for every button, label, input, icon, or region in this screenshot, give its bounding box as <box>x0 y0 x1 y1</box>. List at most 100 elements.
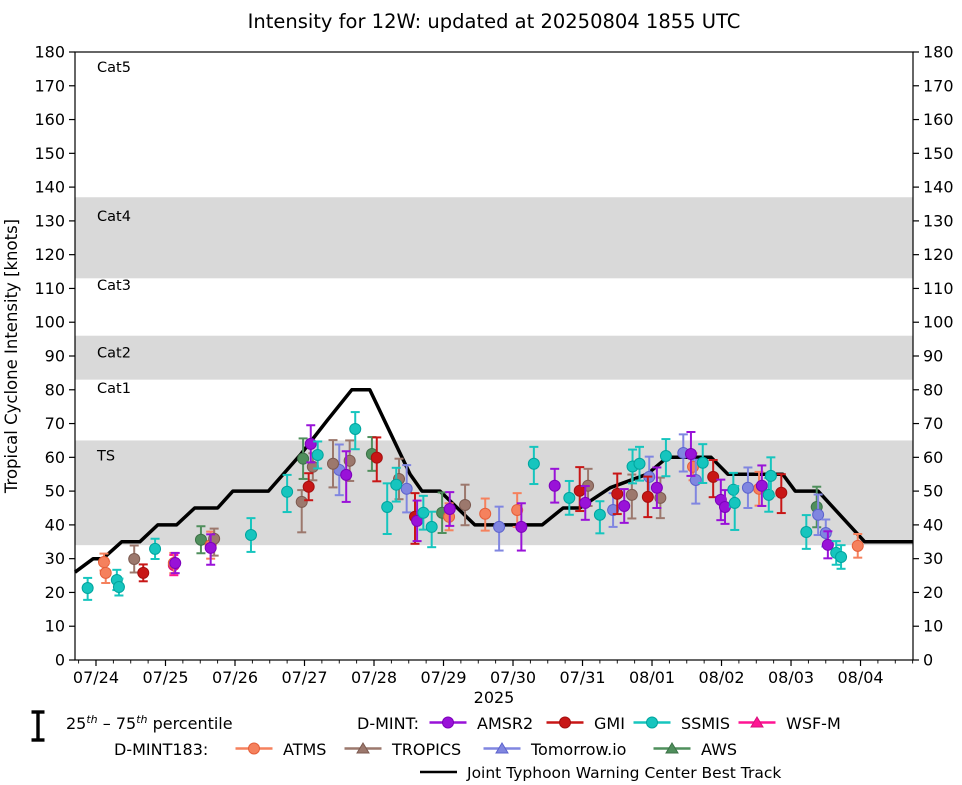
point-gmi <box>370 436 383 483</box>
y-tick-label: 150 <box>34 144 65 163</box>
point-atms <box>851 533 864 559</box>
point-amsr2 <box>714 478 727 522</box>
data-point-marker <box>696 456 709 469</box>
data-point-marker <box>812 508 825 521</box>
data-point-marker <box>775 486 788 499</box>
y-tick-label: 120 <box>34 245 65 264</box>
data-point-marker <box>311 448 324 461</box>
y-tick-label: 100 <box>923 313 954 332</box>
point-ssmis <box>311 440 324 470</box>
point-amsr2 <box>579 485 592 521</box>
point-amsr2 <box>443 491 456 527</box>
y-tick-label: 110 <box>923 279 954 298</box>
x-tick-label: 07/27 <box>281 668 327 687</box>
data-point-marker <box>443 503 456 516</box>
point-ssmis <box>390 466 403 503</box>
y-tick-label: 20 <box>923 583 943 602</box>
point-ssmis <box>527 445 540 486</box>
data-point-marker <box>169 557 182 570</box>
point-atms <box>479 497 492 532</box>
x-tick-label: 08/02 <box>698 668 744 687</box>
data-point-marker <box>684 447 697 460</box>
y-tick-label: 70 <box>45 414 65 433</box>
y-tick-label: 0 <box>55 651 65 670</box>
point-tomorrow-io <box>493 505 506 552</box>
point-ssmis <box>281 473 294 514</box>
point-gmi <box>611 472 624 516</box>
point-gmi <box>641 475 654 519</box>
legend-label-amsr2: AMSR2 <box>477 714 533 733</box>
data-point-marker <box>707 470 720 483</box>
point-amsr2 <box>684 431 697 477</box>
point-gmi <box>707 459 720 499</box>
point-tomorrow-io <box>812 493 825 537</box>
point-gmi <box>775 473 788 515</box>
point-ssmis <box>696 443 709 485</box>
point-ssmis <box>425 510 438 549</box>
legend-marker-atms-icon <box>248 742 260 755</box>
y-tick-label: 30 <box>45 549 65 568</box>
data-point-marker <box>302 480 315 493</box>
x-tick-label: 07/24 <box>73 668 119 687</box>
point-tropics <box>128 544 141 574</box>
y-tick-label: 60 <box>923 448 943 467</box>
legend-marker-aws-icon <box>665 742 679 754</box>
y-tick-label: 0 <box>923 651 933 670</box>
point-gmi <box>302 472 315 502</box>
best-track-line <box>73 388 913 574</box>
y-tick-label: 110 <box>34 279 65 298</box>
data-point-marker <box>194 533 207 546</box>
data-point-marker <box>641 490 654 503</box>
data-point-marker <box>762 488 775 501</box>
y-axis-label: Tropical Cyclone Intensity [knots] <box>2 219 21 494</box>
point-amsr2 <box>169 551 182 575</box>
y-tick-label: 150 <box>923 144 954 163</box>
point-ssmis <box>659 438 672 478</box>
data-point-marker <box>851 539 864 552</box>
data-point-marker <box>381 500 394 513</box>
x-tick-label: 07/28 <box>351 668 397 687</box>
data-point-marker <box>349 422 362 435</box>
y-tick-label: 170 <box>923 76 954 95</box>
data-point-marker <box>128 553 141 566</box>
data-point-marker <box>755 479 768 492</box>
data-point-marker <box>728 496 741 509</box>
axis-ticks: 0 0 10 10 20 20 30 30 40 40 50 50 60 60 70 70 80 80 90 90 10… <box>34 43 953 688</box>
point-atms <box>99 561 112 584</box>
point-ssmis <box>244 517 257 553</box>
category-bands: Cat5 Cat4 Cat3 Cat2 Cat1 TS <box>75 60 913 546</box>
x-tick-label: 07/29 <box>420 668 466 687</box>
point-tomorrow-io <box>400 464 413 514</box>
y-tick-label: 20 <box>45 583 65 602</box>
y-tick-label: 10 <box>923 617 943 636</box>
data-point-marker <box>81 582 94 595</box>
data-point-marker <box>417 506 430 519</box>
data-point-marker <box>607 504 620 517</box>
data-point-marker <box>479 507 492 520</box>
data-point-marker <box>137 566 150 579</box>
data-point-marker <box>244 529 257 542</box>
y-tick-label: 90 <box>45 347 65 366</box>
chart-title: Intensity for 12W: updated at 20250804 1… <box>248 10 741 33</box>
x-tick-label: 08/04 <box>837 668 883 687</box>
y-tick-label: 60 <box>45 448 65 467</box>
data-point-marker <box>511 504 524 517</box>
point-tomorrow-io <box>741 466 754 509</box>
legend-marker-wsf-m-icon <box>750 716 764 728</box>
legend-label-wsf-m: WSF-M <box>786 714 841 733</box>
data-point-marker <box>593 508 606 521</box>
data-point-marker <box>633 457 646 470</box>
legend-label-best-track: Joint Typhoon Warning Center Best Track <box>466 764 781 782</box>
category-label: TS <box>96 449 115 465</box>
y-tick-label: 130 <box>34 211 65 230</box>
data-point-marker <box>326 457 339 470</box>
y-tick-label: 90 <box>923 347 943 366</box>
legend-label-tomorrow-io: Tomorrow.io <box>530 740 626 759</box>
data-point-marker <box>295 495 308 508</box>
y-tick-label: 40 <box>45 515 65 534</box>
data-point-marker <box>425 520 438 533</box>
point-tropics <box>295 489 308 534</box>
category-label: Cat4 <box>97 209 131 225</box>
data-point-marker <box>821 538 834 551</box>
data-point-marker <box>835 550 848 563</box>
